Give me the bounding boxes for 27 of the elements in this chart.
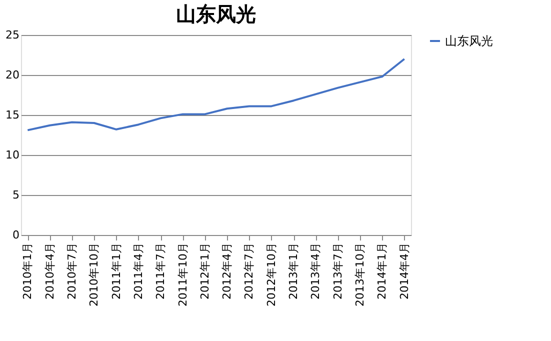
- y-tick-label: 0: [12, 228, 20, 242]
- y-tick-label: 20: [6, 68, 20, 82]
- x-tick-label: 2012年10月: [264, 242, 278, 306]
- x-tick-label: 2011年10月: [176, 242, 190, 306]
- y-tick-label: 5: [12, 188, 20, 202]
- x-tick-label: 2014年1月: [376, 242, 389, 300]
- x-tick-label: 2012年1月: [198, 242, 212, 300]
- chart-title: 山东风光: [176, 2, 256, 26]
- x-tick-label: 2010年4月: [43, 242, 56, 300]
- x-tick-label: 2010年10月: [88, 242, 101, 306]
- x-tick-label: 2010年1月: [21, 242, 34, 300]
- x-tick-label: 2012年7月: [242, 242, 256, 300]
- y-tick-label: 10: [6, 148, 20, 162]
- y-tick-label: 25: [6, 28, 20, 42]
- x-tick-label: 2013年7月: [331, 242, 344, 300]
- x-tick-label: 2011年4月: [132, 242, 145, 300]
- x-tick-label: 2010年7月: [65, 242, 78, 300]
- x-tick-label: 2012年4月: [220, 242, 234, 300]
- x-tick-label: 2013年10月: [354, 242, 367, 306]
- y-tick-label: 15: [6, 108, 20, 122]
- x-tick-label: 2013年4月: [309, 242, 322, 300]
- x-tick-label: 2011年7月: [154, 242, 168, 300]
- line-series: [26, 58, 406, 132]
- legend-label: 山东风光: [445, 34, 493, 48]
- x-tick-label: 2013年1月: [287, 242, 300, 300]
- x-tick-label: 2014年4月: [398, 242, 411, 300]
- x-tick-label: 2011年1月: [110, 242, 123, 300]
